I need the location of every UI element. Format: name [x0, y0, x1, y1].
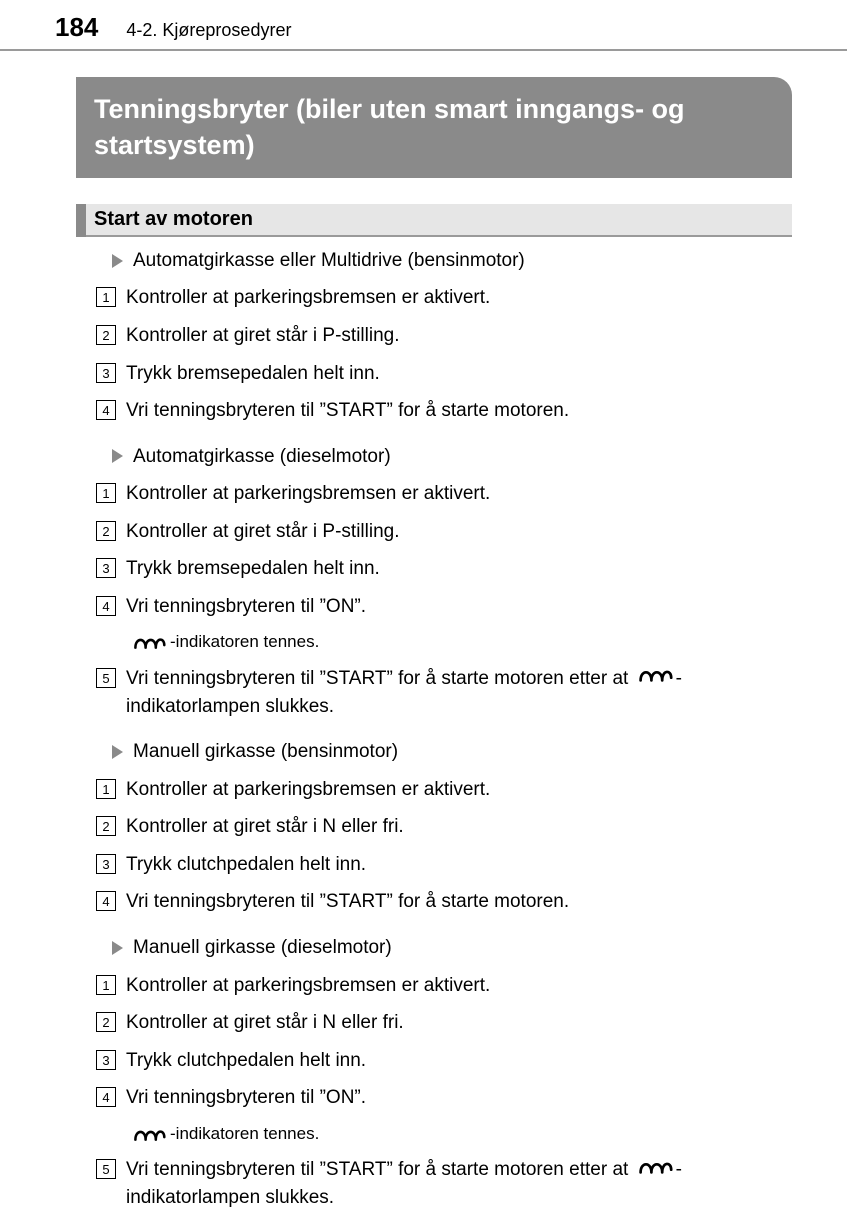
step-text: Kontroller at parkeringsbremsen er aktiv…: [126, 776, 792, 804]
section-heading-bar: Start av motoren: [76, 204, 792, 237]
step: 3 Trykk bremsepedalen helt inn.: [96, 360, 792, 388]
step-number: 1: [96, 779, 116, 799]
step-text: Vri tenningsbryteren til ”ON”.: [126, 1084, 792, 1112]
step-number: 2: [96, 816, 116, 836]
step-number: 4: [96, 596, 116, 616]
step: 1 Kontroller at parkeringsbremsen er akti…: [96, 972, 792, 1000]
triangle-bullet-icon: [112, 254, 123, 268]
sub-heading-text: Automatgirkasse eller Multidrive (bensin…: [133, 247, 525, 275]
step-text: Vri tenningsbryteren til ”START” for å s…: [126, 397, 792, 425]
step-text: Kontroller at parkeringsbremsen er aktiv…: [126, 284, 792, 312]
step-subline-text: -indikatoren tennes.: [170, 1122, 319, 1147]
step: 5 Vri tenningsbryteren til ”START” for å …: [96, 1156, 792, 1211]
page-header: 184 4-2. Kjøreprosedyrer: [0, 0, 847, 51]
step-number: 2: [96, 521, 116, 541]
step: 2 Kontroller at giret står i N eller fri.: [96, 1009, 792, 1037]
step-text: Trykk clutchpedalen helt inn.: [126, 1047, 792, 1075]
step: 3 Trykk bremsepedalen helt inn.: [96, 555, 792, 583]
step-number: 3: [96, 1050, 116, 1070]
step-number: 5: [96, 1159, 116, 1179]
step-number: 2: [96, 325, 116, 345]
glow-plug-icon: [132, 1126, 166, 1143]
step: 2 Kontroller at giret står i P-stilling.: [96, 518, 792, 546]
glow-plug-icon: [132, 634, 166, 651]
step-number: 4: [96, 1087, 116, 1107]
sub-heading: Automatgirkasse (dieselmotor): [112, 443, 792, 471]
step: 4 Vri tenningsbryteren til ”ON”.: [96, 1084, 792, 1112]
step-number: 4: [96, 891, 116, 911]
step-text: Kontroller at parkeringsbremsen er aktiv…: [126, 972, 792, 1000]
glow-plug-icon: [637, 1157, 673, 1185]
step-number: 3: [96, 854, 116, 874]
sub-heading-text: Automatgirkasse (dieselmotor): [133, 443, 391, 471]
step: 1 Kontroller at parkeringsbremsen er akti…: [96, 284, 792, 312]
content-area: Automatgirkasse eller Multidrive (bensin…: [96, 247, 792, 1212]
step-subline: -indikatoren tennes.: [132, 1122, 792, 1147]
step-text: Kontroller at giret står i N eller fri.: [126, 813, 792, 841]
step-number: 1: [96, 975, 116, 995]
step-text: Trykk bremsepedalen helt inn.: [126, 360, 792, 388]
breadcrumb: 4-2. Kjøreprosedyrer: [126, 20, 291, 41]
triangle-bullet-icon: [112, 941, 123, 955]
step-text: Kontroller at giret står i P-stilling.: [126, 322, 792, 350]
sub-heading: Automatgirkasse eller Multidrive (bensin…: [112, 247, 792, 275]
step-number: 1: [96, 483, 116, 503]
sub-heading: Manuell girkasse (dieselmotor): [112, 934, 792, 962]
page-title: Tenningsbryter (biler uten smart inngang…: [94, 91, 774, 164]
step-number: 1: [96, 287, 116, 307]
step: 2 Kontroller at giret står i P-stilling.: [96, 322, 792, 350]
glow-plug-icon: [637, 665, 673, 693]
step: 1 Kontroller at parkeringsbremsen er akti…: [96, 480, 792, 508]
step-text: Trykk clutchpedalen helt inn.: [126, 851, 792, 879]
step-number: 3: [96, 558, 116, 578]
step: 1 Kontroller at parkeringsbremsen er akti…: [96, 776, 792, 804]
section-accent: [76, 204, 86, 237]
triangle-bullet-icon: [112, 745, 123, 759]
step-number: 4: [96, 400, 116, 420]
sub-heading-text: Manuell girkasse (dieselmotor): [133, 934, 392, 962]
sub-heading: Manuell girkasse (bensinmotor): [112, 738, 792, 766]
step-number: 5: [96, 668, 116, 688]
step-text: Vri tenningsbryteren til ”START” for å s…: [126, 1156, 792, 1211]
step-text: Kontroller at giret står i P-stilling.: [126, 518, 792, 546]
step-number: 2: [96, 1012, 116, 1032]
page-title-box: Tenningsbryter (biler uten smart inngang…: [76, 77, 792, 178]
step-number: 3: [96, 363, 116, 383]
step-text: Trykk bremsepedalen helt inn.: [126, 555, 792, 583]
step-text: Vri tenningsbryteren til ”START” for å s…: [126, 888, 792, 916]
step-text: Vri tenningsbryteren til ”ON”.: [126, 593, 792, 621]
sub-heading-text: Manuell girkasse (bensinmotor): [133, 738, 398, 766]
step: 3 Trykk clutchpedalen helt inn.: [96, 1047, 792, 1075]
step-text: Vri tenningsbryteren til ”START” for å s…: [126, 665, 792, 720]
step: 2 Kontroller at giret står i N eller fri.: [96, 813, 792, 841]
step: 4 Vri tenningsbryteren til ”START” for å …: [96, 397, 792, 425]
section-heading: Start av motoren: [86, 204, 792, 237]
step: 5 Vri tenningsbryteren til ”START” for å …: [96, 665, 792, 720]
step: 4 Vri tenningsbryteren til ”ON”.: [96, 593, 792, 621]
step: 4 Vri tenningsbryteren til ”START” for å …: [96, 888, 792, 916]
triangle-bullet-icon: [112, 449, 123, 463]
step: 3 Trykk clutchpedalen helt inn.: [96, 851, 792, 879]
step-subline-text: -indikatoren tennes.: [170, 630, 319, 655]
step-subline: -indikatoren tennes.: [132, 630, 792, 655]
step-text: Kontroller at giret står i N eller fri.: [126, 1009, 792, 1037]
step-text: Kontroller at parkeringsbremsen er aktiv…: [126, 480, 792, 508]
page-number: 184: [55, 12, 98, 43]
